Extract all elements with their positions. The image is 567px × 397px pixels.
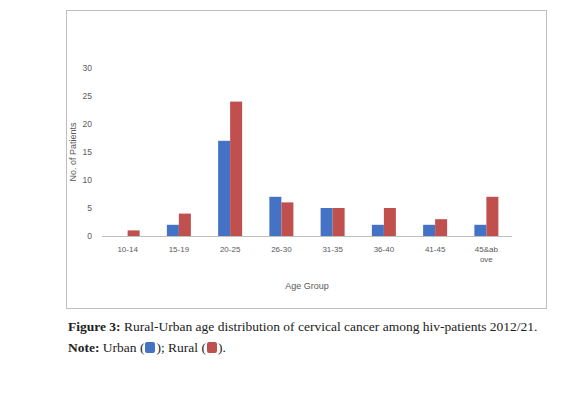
y-tick-label: 10	[83, 175, 93, 185]
caption-note-part: ); Rural (	[156, 340, 206, 355]
x-tick-label: 31-35	[320, 245, 346, 255]
y-tick-label: 0	[87, 231, 92, 241]
bar	[486, 197, 498, 236]
bar	[116, 236, 128, 237]
y-axis-title: No. of Patients	[68, 122, 78, 182]
y-tick-label: 5	[87, 203, 92, 213]
x-tick-label: 15-19	[166, 245, 192, 255]
bar	[333, 208, 345, 236]
caption-note-part: Urban (	[103, 340, 145, 355]
bar	[372, 225, 384, 236]
caption: Figure 3: Rural-Urban age distribution o…	[68, 316, 548, 358]
bar	[230, 102, 242, 236]
x-tick-label: 41-45	[422, 245, 448, 255]
y-tick-label: 15	[83, 147, 93, 157]
bar	[435, 219, 447, 236]
bar	[167, 225, 179, 236]
caption-text: Rural-Urban age distribution of cervical…	[124, 319, 538, 334]
bar	[423, 225, 435, 236]
x-tick-label: 36-40	[371, 245, 397, 255]
bars	[128, 102, 499, 236]
x-axis	[102, 236, 512, 237]
bar	[179, 214, 191, 236]
chart-frame	[66, 10, 547, 309]
chart: 0 5 10 15 20 25 30 Age Group No. of Patients	[0, 0, 567, 397]
x-tick-label: 45&above	[473, 245, 499, 265]
bar	[321, 208, 333, 236]
y-tick-label: 25	[83, 91, 93, 101]
bar	[128, 230, 140, 236]
legend-swatch	[207, 342, 217, 353]
legend-swatch	[145, 342, 155, 353]
bar	[269, 197, 281, 236]
caption-note-label: Note:	[68, 340, 99, 355]
x-axis-title: Age Group	[285, 281, 329, 291]
x-tick-label: 10-14	[115, 245, 141, 255]
bar	[384, 208, 396, 236]
bar	[281, 202, 293, 236]
bar	[218, 141, 230, 236]
x-tick-label: 26-30	[268, 245, 294, 255]
caption-note-part: ).	[218, 340, 226, 355]
y-tick-label: 20	[83, 119, 93, 129]
bar	[474, 225, 486, 236]
caption-label: Figure 3:	[68, 319, 121, 334]
y-tick-label: 30	[83, 63, 93, 73]
x-tick-label: 20-25	[217, 245, 243, 255]
